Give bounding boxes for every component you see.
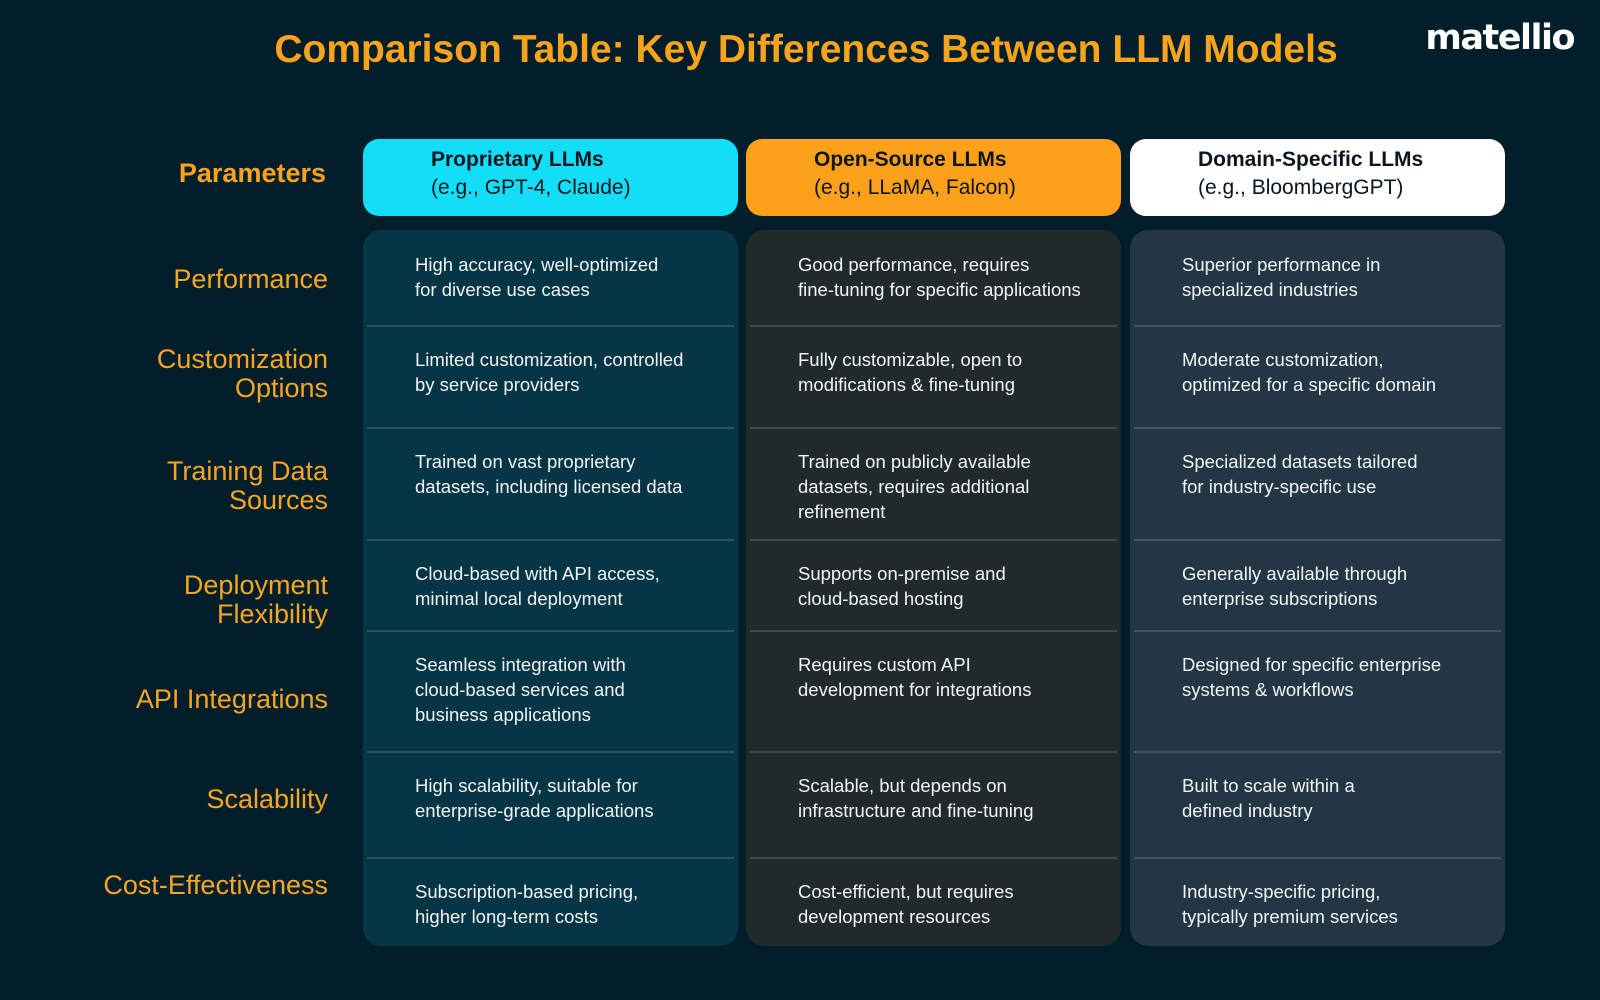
row-divider bbox=[750, 751, 1117, 753]
column-body bbox=[1130, 230, 1505, 946]
cell-text: High scalability, suitable for enterpris… bbox=[415, 775, 654, 821]
cell-text: Good performance, requires fine-tuning f… bbox=[798, 254, 1081, 300]
cell-text: Built to scale within a defined industry bbox=[1182, 775, 1355, 821]
row-label: Cost-Effectiveness bbox=[103, 870, 328, 900]
row-label: Customization Options bbox=[156, 344, 328, 403]
column-header bbox=[746, 139, 1121, 216]
row-divider bbox=[750, 630, 1117, 632]
row-divider bbox=[750, 857, 1117, 859]
column-header bbox=[1130, 139, 1505, 216]
row-divider bbox=[1134, 751, 1501, 753]
cell-text: Limited customization, controlled by ser… bbox=[415, 349, 684, 395]
row-divider bbox=[750, 427, 1117, 429]
cell-text: Subscription-based pricing, higher long-… bbox=[415, 881, 639, 927]
row-label: API Integrations bbox=[135, 684, 328, 714]
cell-text: Fully customizable, open to modification… bbox=[798, 349, 1023, 395]
title: Comparison Table: Key Differences Betwee… bbox=[274, 28, 1338, 71]
cell-text: Trained on vast proprietary datasets, in… bbox=[415, 451, 683, 497]
cell-text: Moderate customization, optimized for a … bbox=[1182, 349, 1436, 395]
cell-text: Requires custom API development for inte… bbox=[798, 654, 1032, 700]
cell-text: Specialized datasets tailored for indust… bbox=[1182, 451, 1418, 497]
row-divider bbox=[750, 539, 1117, 541]
row-divider bbox=[750, 325, 1117, 327]
row-label: Scalability bbox=[206, 784, 328, 814]
row-divider bbox=[1134, 630, 1501, 632]
column-name: Domain-Specific LLMs bbox=[1198, 148, 1424, 171]
row-divider bbox=[1134, 325, 1501, 327]
logo: matellio bbox=[1425, 18, 1575, 58]
cell-text: Seamless integration with cloud-based se… bbox=[415, 654, 626, 725]
corner-header: Parameters bbox=[178, 158, 326, 188]
column-header bbox=[363, 139, 738, 216]
row-divider bbox=[1134, 427, 1501, 429]
cell-text: Cost-efficient, but requires development… bbox=[798, 881, 1014, 927]
cell-text: Industry-specific pricing, typically pre… bbox=[1182, 881, 1398, 927]
cell-text: Scalable, but depends on infrastructure … bbox=[798, 775, 1034, 821]
column-body bbox=[746, 230, 1121, 946]
row-divider bbox=[367, 325, 734, 327]
cell-text: Cloud-based with API access, minimal loc… bbox=[415, 563, 660, 609]
column-subtitle: (e.g., LLaMA, Falcon) bbox=[814, 176, 1016, 199]
column-name: Open-Source LLMs bbox=[814, 148, 1007, 171]
row-divider bbox=[1134, 857, 1501, 859]
row-divider bbox=[367, 751, 734, 753]
cell-text: Designed for specific enterprise systems… bbox=[1182, 654, 1442, 700]
column-subtitle: (e.g., BloombergGPT) bbox=[1198, 176, 1404, 199]
row-label: Deployment Flexibility bbox=[183, 570, 328, 629]
row-divider bbox=[1134, 539, 1501, 541]
row-divider bbox=[367, 857, 734, 859]
row-divider bbox=[367, 630, 734, 632]
cell-text: Generally available through enterprise s… bbox=[1182, 563, 1408, 609]
column-body bbox=[363, 230, 738, 946]
column-name: Proprietary LLMs bbox=[431, 148, 604, 171]
cell-text: Supports on-premise and cloud-based host… bbox=[798, 563, 1006, 609]
cell-text: High accuracy, well-optimized for divers… bbox=[415, 254, 659, 300]
row-label: Performance bbox=[173, 264, 328, 294]
row-divider bbox=[367, 539, 734, 541]
column-subtitle: (e.g., GPT-4, Claude) bbox=[431, 176, 631, 199]
cell-text: Trained on publicly available datasets, … bbox=[798, 451, 1031, 522]
row-label: Training Data Sources bbox=[166, 456, 328, 515]
row-divider bbox=[367, 427, 734, 429]
cell-text: Superior performance in specialized indu… bbox=[1182, 254, 1381, 300]
